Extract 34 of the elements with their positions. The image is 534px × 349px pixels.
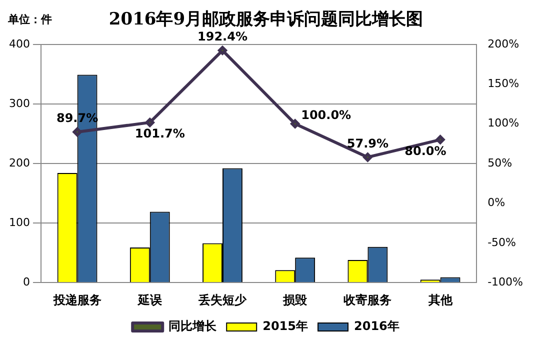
x-tick-label: 延误 (136, 292, 163, 307)
y-tick-label: 400 (8, 37, 30, 50)
point (72, 127, 82, 136)
legend-label: 2016年 (354, 319, 400, 334)
data-label: 101.7% (134, 126, 185, 141)
y2-tick-label: -100% (488, 275, 524, 288)
y-tick-label: 100 (8, 216, 30, 229)
x-tick-label: 丢失短少 (197, 292, 248, 307)
x-tick-label: 收寄服务 (344, 292, 392, 307)
y2-tick-label: 150% (488, 76, 520, 90)
x-tick-label: 投递服务 (52, 292, 102, 307)
point (290, 119, 300, 128)
y-tick-label: 200 (8, 156, 30, 170)
y2-tick-label: -50% (488, 236, 516, 249)
y2-tick-label: 50% (488, 156, 512, 170)
data-label: 57.9% (346, 136, 389, 150)
point (363, 152, 372, 162)
y-tick-label: 0 (22, 275, 30, 288)
data-label: 80.0% (404, 144, 446, 158)
data-label: 192.4% (198, 30, 248, 44)
chart-title: 2016年9月邮政服务申诉问题同比增长图 (108, 10, 424, 30)
data-label: 100.0% (301, 108, 352, 122)
point (436, 135, 445, 144)
x-tick-label: 损毁 (282, 292, 308, 307)
text: 单位：件 (8, 12, 52, 27)
y2-tick-label: 100% (488, 116, 520, 130)
legend-label: 2015年 (262, 319, 308, 334)
point (218, 46, 227, 55)
y-tick-label: 300 (8, 96, 30, 110)
legend-label: 同比增长 (168, 319, 218, 334)
y2-tick-label: 200% (488, 37, 520, 50)
point (145, 118, 154, 127)
y2-tick-label: 0% (488, 196, 506, 210)
x-tick-label: 其他 (427, 292, 454, 307)
